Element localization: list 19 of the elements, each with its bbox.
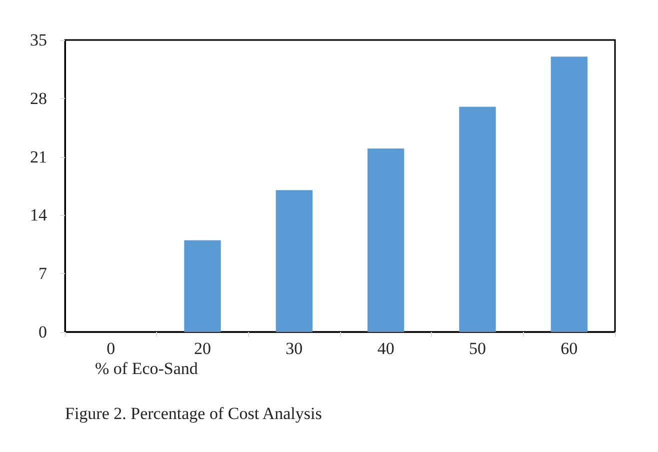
x-tick-label: 40 [377,339,394,358]
y-tick-label: 14 [30,206,48,225]
bar [184,240,221,332]
bar [550,56,588,332]
bar [276,190,312,332]
bar [459,106,496,332]
text: Figure 2. Percentage of Cost Analysis [65,404,322,423]
x-tick-label: 50 [469,339,486,358]
y-tick-label: 21 [30,147,47,166]
y-tick-label: 7 [38,264,48,284]
y-tick-label: 35 [30,30,47,50]
bar [368,148,404,332]
x-tick-label: 60 [560,339,578,358]
y-tick-label: 28 [30,88,47,108]
x-tick-label: 0 [106,339,116,358]
x-axis-title: % of Eco-Sand [95,359,198,378]
x-tick-label: 20 [194,339,211,358]
x-tick-label: 30 [286,339,303,358]
y-tick-label: 0 [38,322,47,342]
